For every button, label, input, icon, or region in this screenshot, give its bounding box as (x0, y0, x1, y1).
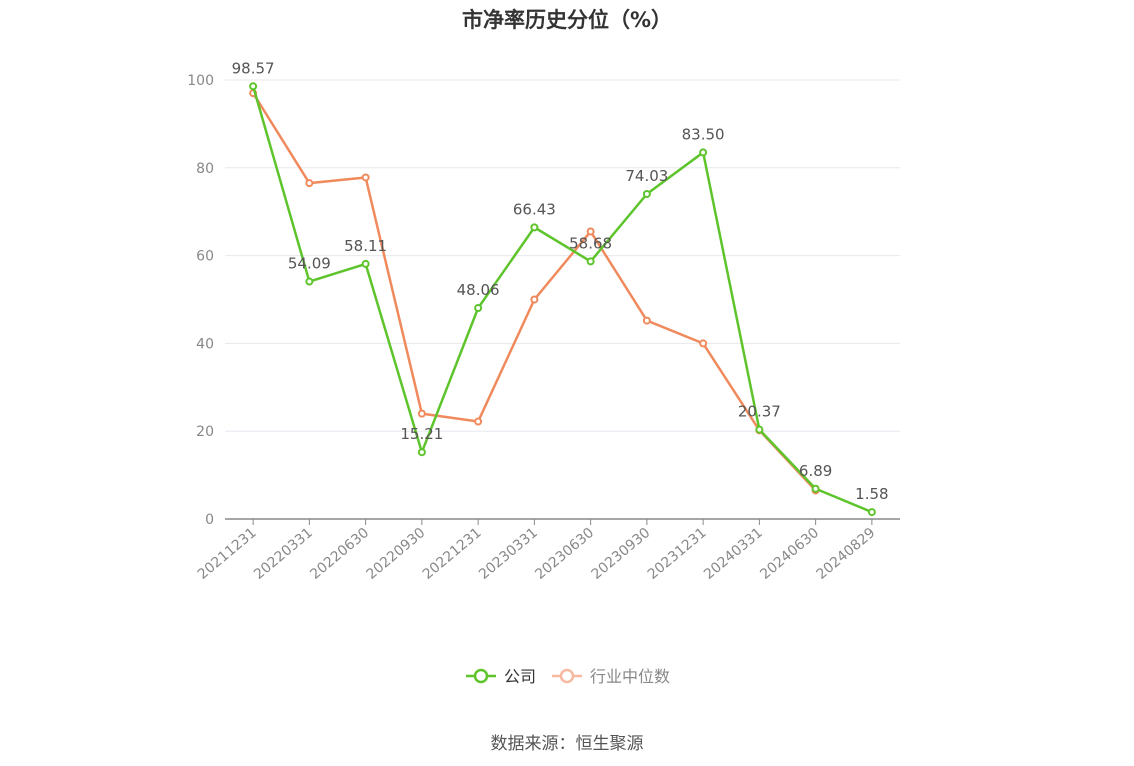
x-tick-label: 20230930 (589, 525, 654, 583)
y-tick-label: 80 (196, 161, 214, 177)
grid-lines (225, 79, 900, 432)
data-label: 54.09 (288, 255, 331, 273)
x-tick-label: 20220630 (307, 525, 372, 583)
data-point[interactable] (755, 425, 764, 434)
legend-label: 行业中位数 (590, 667, 670, 686)
legend-label: 公司 (504, 667, 536, 686)
data-label: 83.50 (682, 125, 725, 143)
data-point[interactable] (361, 259, 370, 268)
x-tick-label: 20221231 (420, 525, 485, 583)
y-tick-label: 60 (196, 249, 214, 265)
data-label: 66.43 (513, 200, 556, 218)
y-tick-label: 20 (196, 424, 214, 440)
data-point[interactable] (586, 227, 595, 236)
legend-item-company[interactable]: 公司 (466, 667, 536, 686)
data-label: 58.11 (344, 237, 387, 255)
data-point[interactable] (642, 316, 651, 325)
legend-item-industry-median[interactable]: 行业中位数 (552, 667, 670, 686)
x-tick-label: 20211231 (195, 525, 260, 583)
x-tick-label: 20230630 (532, 525, 597, 583)
data-label: 48.06 (457, 281, 500, 299)
data-point[interactable] (417, 409, 426, 418)
legend: 公司 行业中位数 (466, 667, 670, 686)
data-point[interactable] (867, 508, 876, 517)
data-point[interactable] (699, 148, 708, 157)
data-label: 74.03 (625, 167, 668, 185)
x-tick-label: 20230331 (476, 525, 541, 583)
data-label: 1.58 (855, 485, 888, 503)
data-label: 6.89 (799, 462, 832, 480)
y-axis-ticks: 0 20 40 60 80 100 (187, 73, 214, 528)
legend-marker-icon (473, 668, 489, 684)
data-point[interactable] (417, 448, 426, 457)
data-point[interactable] (361, 173, 370, 182)
data-point[interactable] (474, 417, 483, 426)
data-labels: 98.57 54.09 58.11 15.21 48.06 66.43 58.68 74.03… (232, 59, 889, 503)
y-tick-label: 40 (196, 336, 214, 352)
series-layer (249, 82, 876, 517)
data-label: 20.37 (738, 403, 781, 421)
data-label: 98.57 (232, 59, 275, 77)
data-point[interactable] (642, 190, 651, 199)
data-point[interactable] (586, 257, 595, 266)
x-tick-label: 20220930 (364, 525, 429, 583)
x-tick-label: 20240331 (701, 525, 766, 583)
y-tick-label: 0 (205, 512, 214, 528)
series-company (249, 82, 876, 517)
data-point[interactable] (474, 304, 483, 313)
data-point[interactable] (699, 339, 708, 348)
data-point[interactable] (249, 82, 258, 91)
x-tick-label: 20220331 (251, 525, 316, 583)
data-point[interactable] (811, 484, 820, 493)
data-source-note: 数据来源：恒生聚源 (490, 734, 644, 754)
y-tick-label: 100 (187, 73, 214, 89)
x-tick-label: 20240829 (814, 525, 879, 583)
x-tick-label: 20240630 (757, 525, 822, 583)
x-tick-label: 20231231 (645, 525, 710, 583)
data-point[interactable] (530, 295, 539, 304)
data-point[interactable] (530, 223, 539, 232)
data-point[interactable] (305, 179, 314, 188)
x-axis: 2021123120220331202206302022093020221231… (195, 518, 900, 583)
data-label: 58.68 (569, 234, 612, 252)
data-point[interactable] (305, 277, 314, 286)
legend-marker-icon (559, 668, 575, 684)
chart-title: 市净率历史分位（%） (461, 8, 673, 32)
series-line (251, 85, 873, 514)
data-label: 15.21 (400, 425, 443, 443)
series-industry-median (249, 89, 820, 495)
